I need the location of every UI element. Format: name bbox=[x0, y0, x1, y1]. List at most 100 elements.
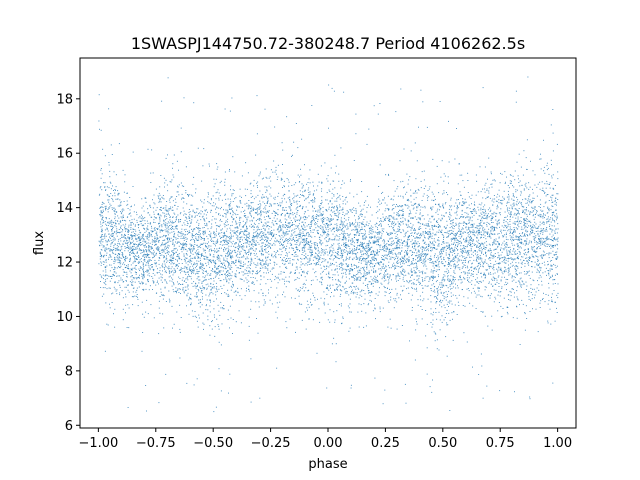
data-point bbox=[286, 327, 288, 329]
data-point bbox=[223, 235, 225, 237]
data-point bbox=[346, 201, 348, 203]
data-point bbox=[212, 237, 214, 239]
data-point bbox=[237, 237, 239, 239]
data-point bbox=[421, 249, 423, 251]
data-point bbox=[261, 250, 263, 252]
data-point bbox=[362, 237, 364, 239]
data-point bbox=[237, 227, 239, 229]
data-point bbox=[370, 266, 372, 268]
data-point bbox=[379, 164, 381, 166]
data-point bbox=[157, 248, 159, 249]
data-point bbox=[202, 280, 204, 282]
data-point bbox=[166, 249, 168, 251]
data-point bbox=[332, 211, 334, 213]
data-point bbox=[375, 237, 377, 239]
data-point bbox=[441, 233, 443, 235]
data-point bbox=[483, 261, 485, 263]
data-point bbox=[220, 344, 222, 346]
data-point bbox=[353, 234, 355, 235]
data-point bbox=[505, 246, 507, 248]
data-point bbox=[118, 232, 120, 233]
data-point bbox=[483, 234, 485, 236]
data-point bbox=[341, 256, 343, 258]
data-point bbox=[371, 292, 373, 293]
data-point bbox=[472, 232, 474, 234]
data-point bbox=[340, 252, 342, 254]
data-point bbox=[511, 207, 513, 209]
data-point bbox=[270, 180, 272, 182]
data-point bbox=[190, 263, 192, 265]
data-point bbox=[545, 195, 547, 197]
data-point bbox=[163, 255, 165, 257]
data-point bbox=[438, 276, 439, 278]
data-point bbox=[202, 211, 203, 213]
data-point bbox=[343, 224, 345, 226]
data-point bbox=[425, 276, 427, 278]
data-point bbox=[506, 258, 508, 259]
data-point bbox=[221, 244, 223, 246]
data-point bbox=[237, 226, 239, 228]
data-point bbox=[407, 242, 408, 244]
data-point bbox=[176, 228, 178, 230]
data-point bbox=[218, 256, 220, 258]
data-point bbox=[372, 242, 374, 243]
data-point bbox=[170, 263, 172, 265]
data-point bbox=[99, 187, 101, 189]
data-point bbox=[391, 209, 393, 211]
data-point bbox=[160, 245, 162, 247]
data-point bbox=[416, 207, 418, 209]
data-point bbox=[491, 186, 493, 188]
data-point bbox=[136, 214, 138, 216]
data-point bbox=[117, 231, 119, 233]
data-point bbox=[528, 275, 530, 276]
data-point bbox=[353, 275, 355, 277]
data-point bbox=[441, 249, 443, 251]
data-point bbox=[379, 264, 381, 266]
data-point bbox=[535, 227, 537, 229]
data-point bbox=[515, 262, 517, 264]
data-point bbox=[388, 226, 390, 228]
data-point bbox=[276, 317, 278, 319]
data-point bbox=[526, 260, 528, 262]
data-point bbox=[229, 273, 231, 274]
data-point bbox=[477, 241, 479, 243]
data-point bbox=[203, 250, 205, 252]
data-point bbox=[443, 284, 444, 286]
data-point bbox=[427, 197, 428, 199]
data-point bbox=[520, 277, 522, 279]
data-point bbox=[433, 263, 435, 265]
data-point bbox=[104, 155, 106, 157]
data-point bbox=[302, 228, 304, 230]
data-point bbox=[303, 213, 305, 215]
data-point bbox=[435, 260, 437, 262]
data-point bbox=[166, 255, 167, 257]
data-point bbox=[363, 224, 365, 225]
data-point bbox=[491, 183, 493, 185]
data-point bbox=[500, 267, 502, 269]
data-point bbox=[317, 255, 319, 257]
data-point bbox=[151, 216, 153, 218]
data-point bbox=[329, 309, 331, 311]
data-point bbox=[348, 307, 350, 309]
data-point bbox=[146, 220, 148, 222]
data-point bbox=[550, 124, 552, 126]
data-point bbox=[235, 259, 237, 261]
data-point bbox=[246, 202, 248, 204]
data-point bbox=[361, 290, 363, 292]
data-point bbox=[263, 232, 265, 234]
data-point bbox=[367, 248, 369, 250]
data-point bbox=[412, 205, 414, 207]
data-point bbox=[364, 237, 366, 239]
data-point bbox=[446, 224, 448, 226]
data-point bbox=[174, 252, 176, 254]
data-point bbox=[417, 188, 419, 190]
data-point bbox=[410, 249, 412, 251]
data-point bbox=[453, 271, 455, 273]
data-point bbox=[446, 192, 447, 193]
data-point bbox=[162, 197, 164, 199]
data-point bbox=[424, 285, 426, 287]
data-point bbox=[376, 232, 378, 234]
data-point bbox=[225, 198, 227, 200]
data-point bbox=[488, 157, 490, 159]
data-point bbox=[312, 232, 314, 233]
